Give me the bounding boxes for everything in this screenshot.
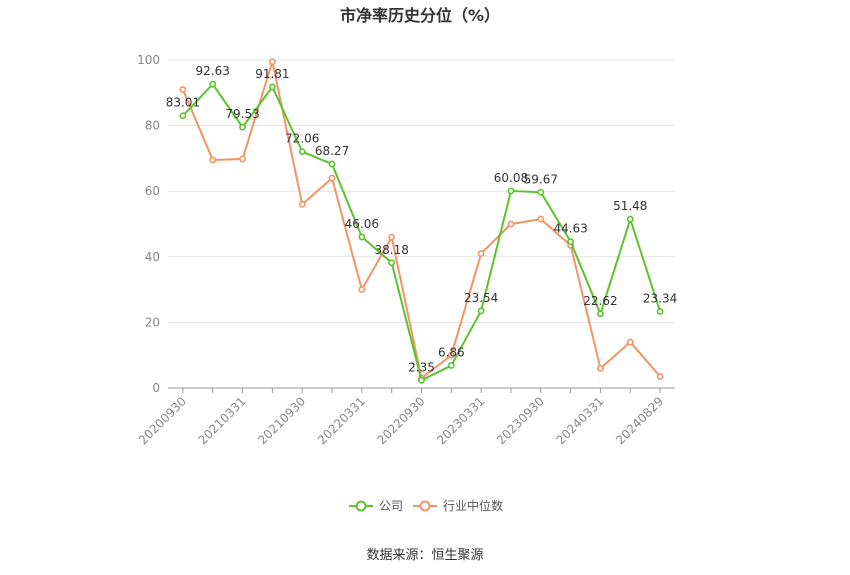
y-tick-label: 80 xyxy=(145,119,160,133)
legend-label: 行业中位数 xyxy=(443,498,503,513)
data-label: 59.67 xyxy=(524,172,558,186)
y-axis: 0 20 40 60 80 100 xyxy=(137,53,160,395)
data-point[interactable] xyxy=(388,233,396,241)
data-point[interactable] xyxy=(209,156,217,164)
y-tick-label: 100 xyxy=(137,53,160,67)
legend[interactable]: 公司 行业中位数 xyxy=(349,498,503,513)
data-point[interactable] xyxy=(298,148,306,156)
data-label: 6.86 xyxy=(438,345,465,359)
legend-marker xyxy=(419,500,431,512)
data-point[interactable] xyxy=(477,307,485,315)
x-tick-label: 20220331 xyxy=(315,394,368,447)
data-point[interactable] xyxy=(447,351,455,359)
data-point[interactable] xyxy=(537,188,545,196)
data-label: 22.62 xyxy=(583,294,617,308)
legend-item-industry-median[interactable]: 行业中位数 xyxy=(413,498,503,513)
data-point[interactable] xyxy=(656,308,664,315)
data-label: 23.54 xyxy=(464,291,498,305)
data-point[interactable] xyxy=(597,310,604,318)
x-tick-label: 20200930 xyxy=(136,394,189,447)
data-point[interactable] xyxy=(239,155,246,163)
legend-marker xyxy=(355,500,367,512)
data-point[interactable] xyxy=(268,58,276,66)
data-point[interactable] xyxy=(597,364,604,372)
y-tick-label: 60 xyxy=(145,184,160,198)
y-tick-label: 20 xyxy=(145,315,160,329)
data-point[interactable] xyxy=(418,376,425,384)
x-tick-label: 20210930 xyxy=(255,394,308,447)
data-point[interactable] xyxy=(209,80,217,88)
source-note: 数据来源：恒生聚源 xyxy=(366,548,483,563)
data-point[interactable] xyxy=(388,259,396,267)
data-point[interactable] xyxy=(328,160,336,168)
x-tick-label: 20240331 xyxy=(553,394,606,447)
data-point[interactable] xyxy=(298,200,306,208)
data-label: 60.08 xyxy=(494,171,528,185)
data-point[interactable] xyxy=(358,286,366,293)
x-tick-label: 20220930 xyxy=(375,394,428,447)
x-tick-label: 20210331 xyxy=(196,394,249,447)
x-tick-label: 20240829 xyxy=(613,394,666,447)
series-layer xyxy=(179,58,664,384)
data-label: 83.01 xyxy=(166,96,200,110)
series-line-company xyxy=(182,83,662,382)
data-point[interactable] xyxy=(179,112,187,120)
x-axis: 20200930 20210331 20210930 20220331 20220930… xyxy=(136,388,666,447)
legend-item-company[interactable]: 公司 xyxy=(349,499,403,513)
data-label: 51.48 xyxy=(613,199,647,213)
chart-title: 市净率历史分位（%） xyxy=(340,6,500,25)
data-point[interactable] xyxy=(656,373,664,380)
data-point[interactable] xyxy=(358,233,366,241)
data-point[interactable] xyxy=(507,220,515,228)
data-point[interactable] xyxy=(537,215,545,223)
data-point[interactable] xyxy=(477,250,485,257)
data-point[interactable] xyxy=(328,174,336,182)
data-label: 2.35 xyxy=(408,360,435,374)
data-point[interactable] xyxy=(507,187,515,195)
data-point[interactable] xyxy=(239,123,246,131)
data-label: 92.63 xyxy=(196,64,230,78)
data-label: 23.34 xyxy=(643,291,677,305)
data-label: 38.18 xyxy=(374,243,408,257)
data-label: 72.06 xyxy=(285,132,319,146)
data-label: 79.53 xyxy=(225,107,259,121)
data-point[interactable] xyxy=(179,86,187,93)
x-tick-label: 20230331 xyxy=(434,394,487,447)
y-tick-label: 0 xyxy=(152,381,160,395)
data-point[interactable] xyxy=(626,338,634,346)
data-point[interactable] xyxy=(567,238,575,246)
data-label: 91.81 xyxy=(255,67,289,81)
y-tick-label: 40 xyxy=(145,250,160,264)
legend-label: 公司 xyxy=(379,499,403,513)
data-point[interactable] xyxy=(626,215,634,223)
data-point[interactable] xyxy=(447,362,455,369)
data-label: 68.27 xyxy=(315,144,349,158)
data-label: 46.06 xyxy=(345,217,379,231)
data-point[interactable] xyxy=(268,83,276,91)
x-tick-label: 20230930 xyxy=(494,394,547,447)
data-label: 44.63 xyxy=(553,222,587,236)
